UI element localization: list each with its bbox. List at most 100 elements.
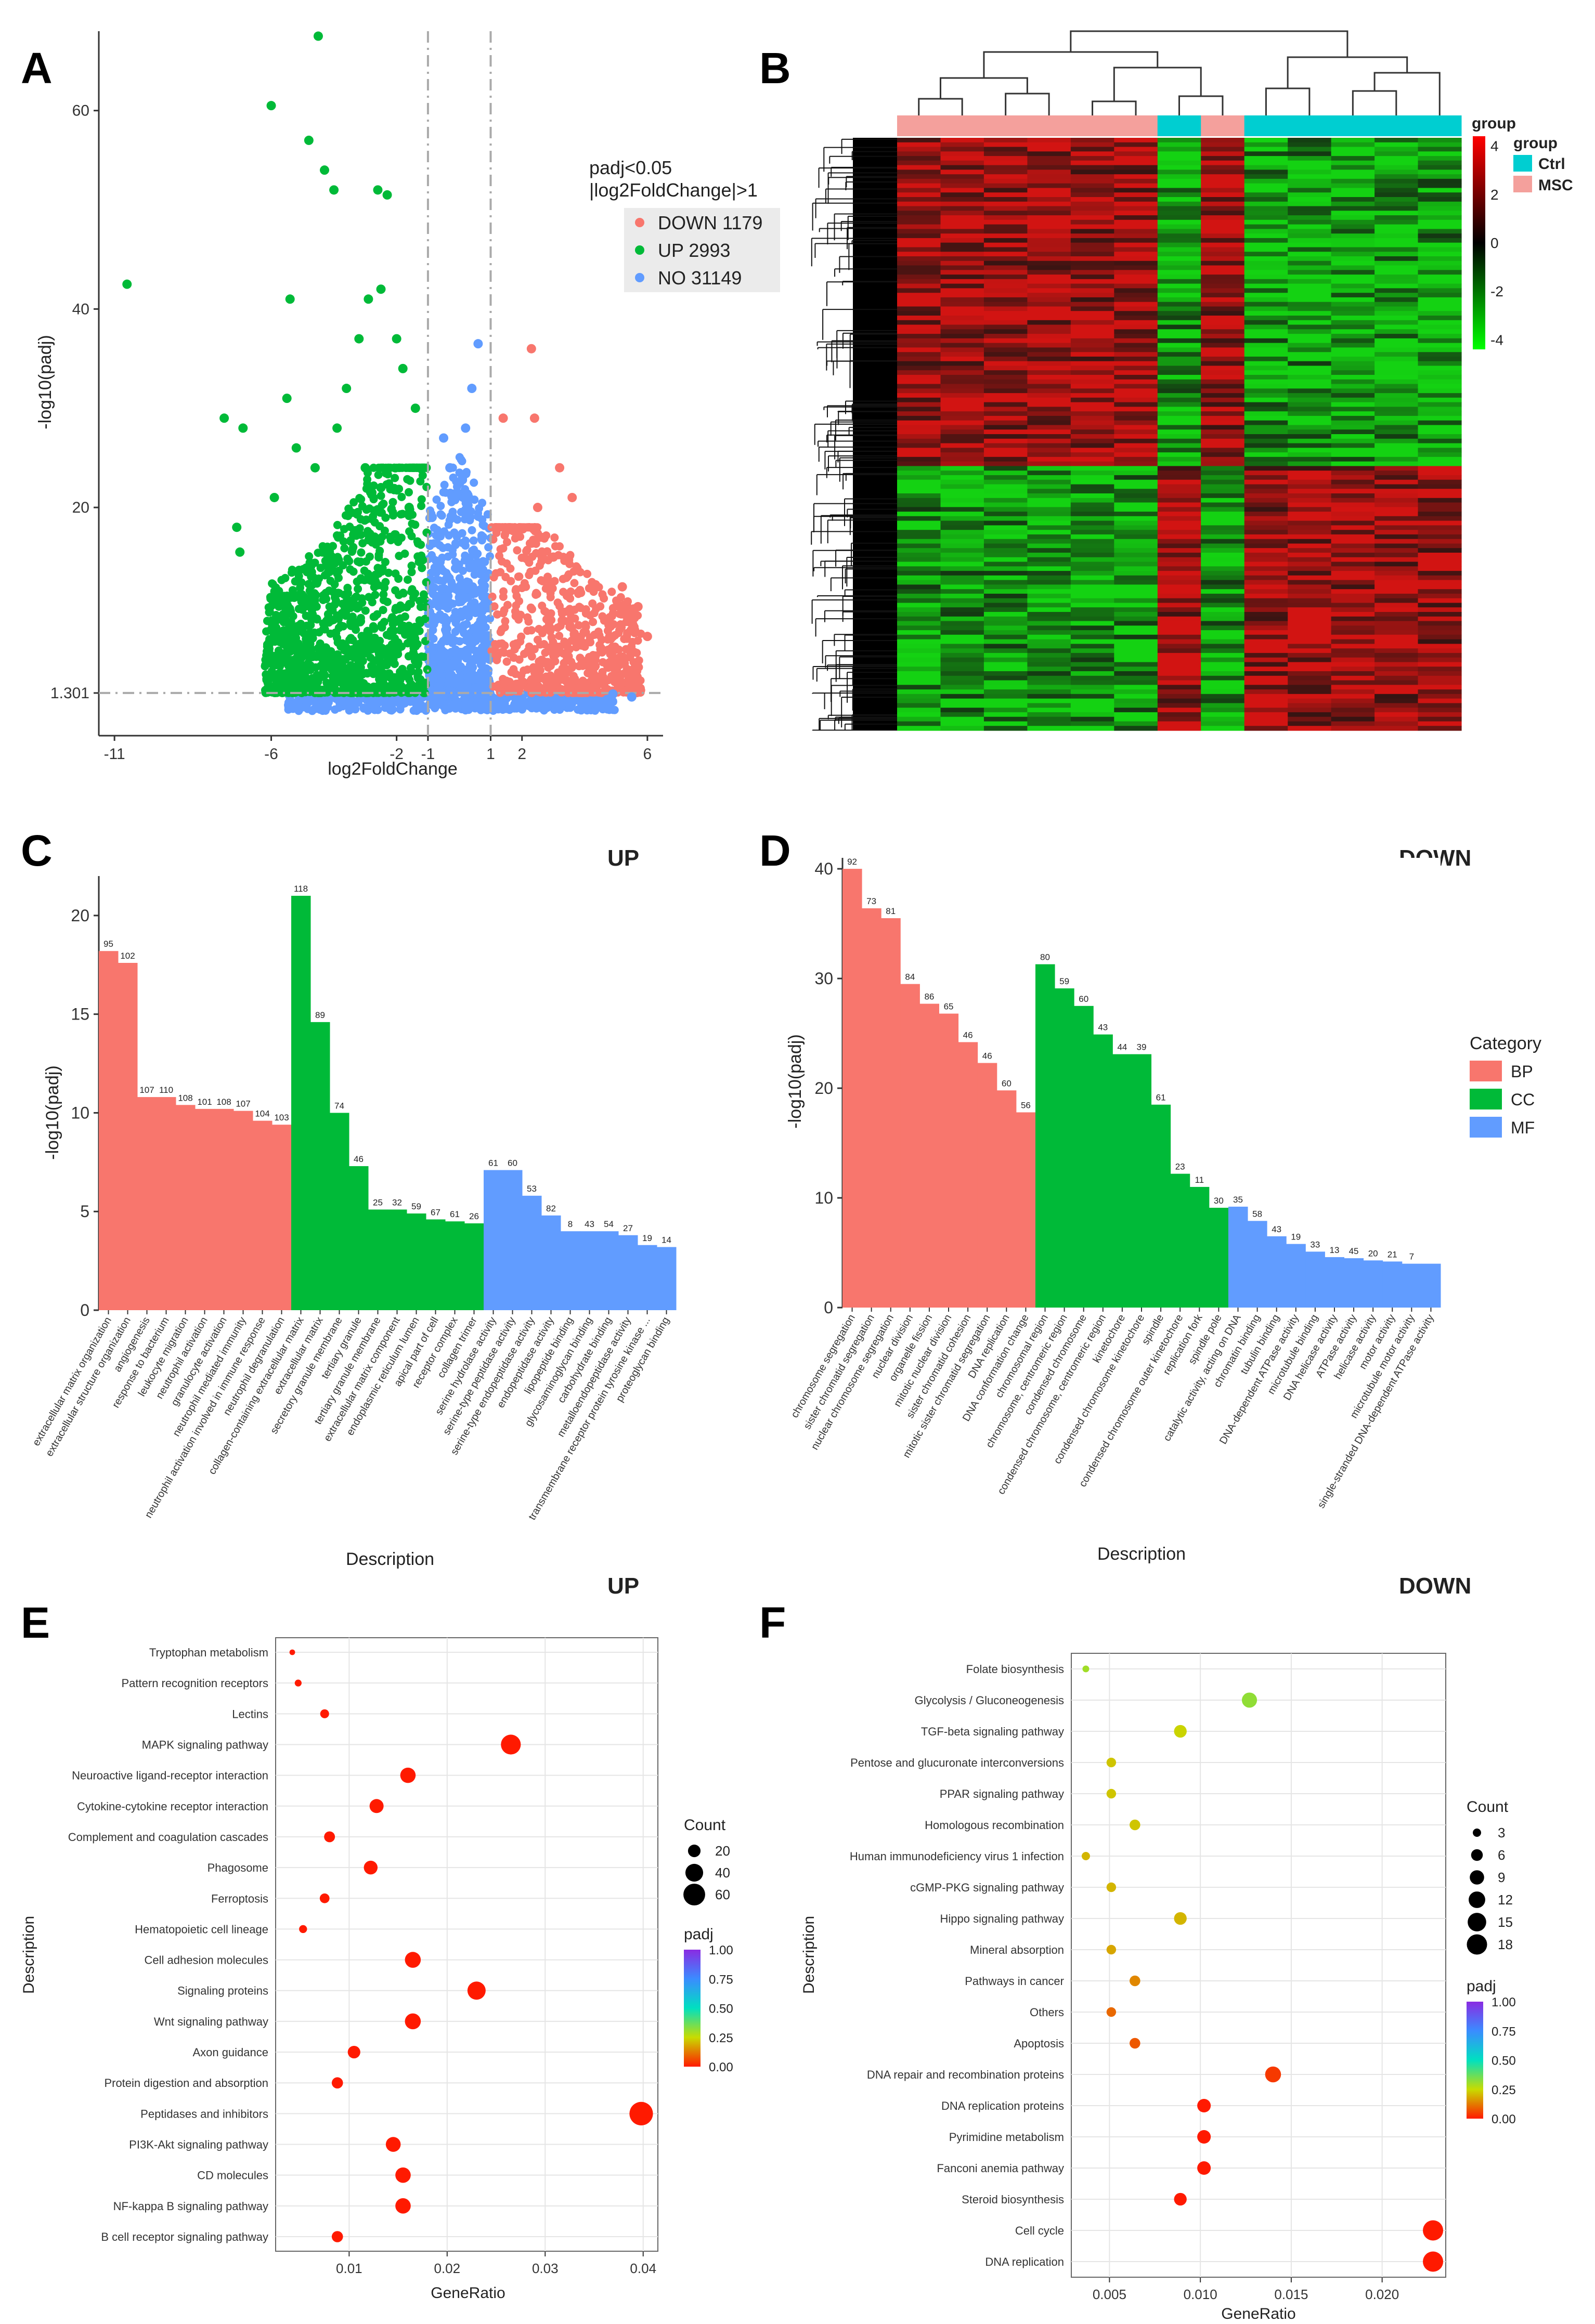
dot-row-label: Complement and coagulation cascades — [68, 1831, 268, 1844]
bar — [118, 963, 138, 1310]
bar — [1228, 1206, 1248, 1308]
go-down-xlabel: Description — [1097, 1544, 1186, 1564]
bar-count-label: 59 — [1059, 976, 1069, 986]
bar-count-label: 108 — [216, 1097, 231, 1107]
bar — [1363, 1260, 1383, 1308]
go-up-bar-chart: UP 0 5 10 15 20 95 extracellular matrix organi… — [31, 845, 677, 1569]
bar — [1112, 1054, 1132, 1308]
volcano-xtick-label: -1 — [421, 746, 435, 763]
panel-letter-e: E — [21, 1598, 50, 1647]
kegg-up-subtitle: UP — [607, 1573, 639, 1599]
bar — [1344, 1258, 1364, 1308]
dot-row-label: Pentose and glucuronate interconversions — [850, 1756, 1064, 1769]
bar-count-label: 19 — [1291, 1232, 1301, 1242]
volcano-point — [376, 284, 386, 294]
count-legend-label: 40 — [715, 1865, 730, 1881]
volcano-ylabel: -log10(padj) — [35, 335, 55, 429]
bar-count-label: 81 — [886, 906, 896, 916]
volcano-xtick-label: -11 — [104, 746, 125, 763]
bar-count-label: 65 — [944, 1002, 954, 1012]
kegg-up-padj-bar — [684, 1950, 701, 2067]
bar-count-label: 60 — [508, 1158, 517, 1168]
count-legend-dot — [688, 1844, 701, 1858]
bar-count-label: 95 — [103, 939, 113, 949]
group-cell — [1374, 115, 1419, 136]
bar-count-label: 46 — [963, 1030, 973, 1040]
legend-label-no: NO 31149 — [658, 267, 742, 289]
legend-swatch-mf — [1470, 1117, 1502, 1138]
bar-count-label: 84 — [905, 972, 915, 982]
padj-tick-label: 0.75 — [709, 1973, 733, 1987]
dot-row-label: cGMP-PKG signaling pathway — [910, 1881, 1064, 1894]
count-legend-dot — [1473, 1829, 1481, 1837]
bar-ytick-label: 30 — [814, 969, 833, 988]
kegg-down-points: 0.005 0.010 0.015 0.020 Folate biosynthesis G… — [850, 1653, 1446, 2302]
bar-ytick-label: 20 — [71, 906, 89, 925]
legend-label-mf: MF — [1511, 1118, 1535, 1137]
bar — [426, 1219, 446, 1310]
bar-count-label: 61 — [450, 1209, 460, 1219]
count-legend-label: 12 — [1498, 1892, 1513, 1908]
dot-xtick-label: 0.010 — [1184, 2287, 1217, 2302]
bar-count-label: 89 — [315, 1010, 325, 1020]
dot-row-label: Homologous recombination — [925, 1819, 1064, 1832]
bar-count-label: 54 — [604, 1219, 614, 1229]
bar — [484, 1170, 503, 1310]
bar-count-label: 61 — [488, 1158, 498, 1168]
volcano-xtick-label: -6 — [264, 746, 278, 763]
dot-row-label: Signaling proteins — [177, 1984, 268, 1997]
kegg-down-count-title: Count — [1467, 1798, 1509, 1816]
dot-row-label: Steroid biosynthesis — [962, 2193, 1064, 2206]
group-legend-title: group — [1513, 135, 1558, 152]
dot-row-label: Neuroactive ligand-receptor interaction — [72, 1769, 268, 1782]
dot-point — [1174, 1725, 1187, 1738]
bar — [939, 1013, 959, 1308]
legend-label-cc: CC — [1511, 1090, 1535, 1109]
dot-row-label: PI3K-Akt signaling pathway — [129, 2138, 268, 2151]
dot-point — [395, 2198, 411, 2214]
dot-row-label: PPAR signaling pathway — [940, 1787, 1064, 1800]
volcano-point — [282, 394, 292, 403]
volcano-point — [354, 334, 364, 344]
dot-row-label: Pattern recognition receptors — [122, 1677, 269, 1690]
bar — [272, 1125, 292, 1310]
dot-row-label: DNA replication — [985, 2255, 1064, 2268]
bar-count-label: 27 — [623, 1223, 633, 1233]
bar — [862, 908, 881, 1308]
volcano-point — [627, 692, 637, 702]
volcano-point — [633, 602, 643, 611]
dot-point — [629, 2101, 653, 2125]
dot-xtick-label: 0.005 — [1093, 2287, 1126, 2302]
go-up-bars: 0 5 10 15 20 95 extracellular matrix organizat… — [31, 876, 677, 1522]
bar — [214, 1108, 234, 1310]
bar-count-label: 59 — [411, 1202, 421, 1211]
dot-row-label: Peptidases and inhibitors — [140, 2107, 268, 2120]
bar — [1421, 1263, 1441, 1308]
bar — [1189, 1186, 1210, 1308]
bar — [330, 1113, 349, 1310]
volcano-point — [329, 185, 339, 195]
dot-point — [364, 1860, 378, 1875]
kegg-down-subtitle: DOWN — [1399, 1573, 1471, 1599]
bar — [1402, 1263, 1422, 1308]
bar — [996, 1090, 1017, 1308]
bar — [958, 1042, 978, 1308]
padj-tick-label: 1.00 — [1492, 1995, 1516, 2009]
kegg-up-count-legend: 20 40 60 — [683, 1843, 730, 1905]
volcano-point — [473, 339, 483, 349]
bar-count-label: 101 — [197, 1097, 212, 1107]
bar — [919, 1003, 939, 1308]
bar — [541, 1215, 561, 1310]
bar-count-label: 30 — [1214, 1196, 1224, 1206]
volcano-point — [439, 433, 449, 443]
bar — [1209, 1208, 1229, 1308]
bar — [1325, 1257, 1345, 1308]
group-cell — [1201, 115, 1245, 136]
bar-count-label: 73 — [866, 896, 876, 906]
panel-letter-b: B — [759, 44, 791, 93]
dot-point — [1197, 2161, 1211, 2175]
bar — [1055, 988, 1074, 1308]
kegg-up-xlabel: GeneRatio — [431, 2284, 505, 2302]
volcano-point — [529, 413, 539, 423]
kegg-up-padj-ticks: 1.00 0.75 0.50 0.25 0.00 — [709, 1943, 733, 2074]
